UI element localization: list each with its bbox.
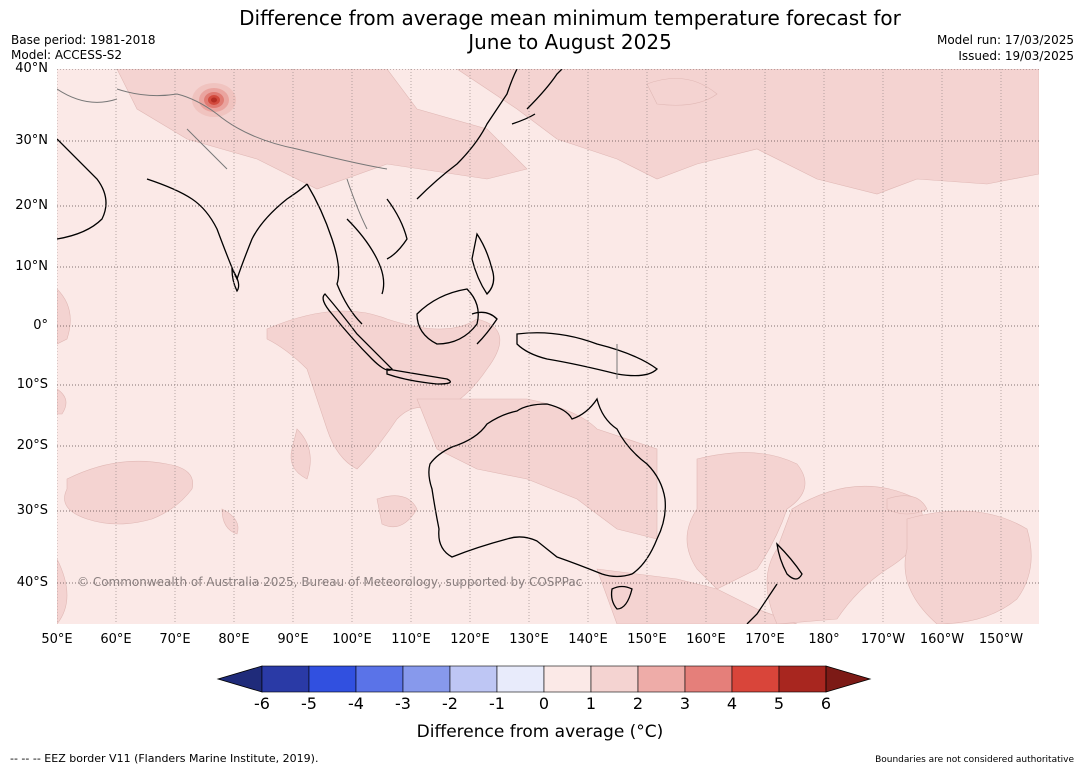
copyright-notice: © Commonwealth of Australia 2025, Bureau…	[77, 575, 583, 589]
longitude-label: 130°E	[509, 632, 549, 647]
longitude-label: 50°E	[41, 632, 73, 647]
colorbar-low-extend	[216, 665, 263, 693]
colorbar-segment	[543, 665, 592, 693]
longitude-label: 110°E	[391, 632, 431, 647]
colorbar-segment	[684, 665, 733, 693]
latitude-label: 10°S	[16, 377, 48, 392]
latitude-label: 20°S	[16, 438, 48, 453]
longitude-label: 60°E	[100, 632, 132, 647]
longitude-label: 70°E	[159, 632, 191, 647]
forecast-map	[56, 68, 1040, 625]
longitude-label: 160°E	[686, 632, 726, 647]
colorbar-tick-label: 5	[773, 694, 785, 713]
colorbar-segment	[308, 665, 357, 693]
longitude-label: 140°E	[568, 632, 608, 647]
latitude-label: 40°S	[16, 575, 48, 590]
longitude-label: 170°E	[745, 632, 785, 647]
colorbar-segment	[778, 665, 827, 693]
coastlines	[56, 68, 803, 625]
longitude-label: 150°E	[627, 632, 667, 647]
colorbar-tick-label: -1	[489, 694, 505, 713]
warm-anomaly-hotspot	[192, 83, 236, 117]
model-name: Model: ACCESS-S2	[11, 48, 123, 62]
colorbar-tick-label: 2	[632, 694, 644, 713]
model-run: Model run: 17/03/2025	[936, 33, 1074, 47]
colorbar-segment	[590, 665, 639, 693]
longitude-label: 120°E	[450, 632, 490, 647]
latitude-label: 30°S	[16, 503, 48, 518]
colorbar-tick-label: 3	[679, 694, 691, 713]
colorbar-segment	[496, 665, 545, 693]
title-line-1: Difference from average mean minimum tem…	[239, 6, 901, 30]
latitude-label: 40°N	[15, 61, 48, 76]
longitude-label: 160°W	[919, 632, 965, 647]
colorbar-high-extend	[825, 665, 872, 693]
base-period: Base period: 1981-2018	[11, 33, 156, 47]
colorbar-tick-label: -2	[442, 694, 458, 713]
colorbar-tick-label: -5	[301, 694, 317, 713]
colorbar-segment	[402, 665, 451, 693]
colorbar-tick-label: -6	[254, 694, 270, 713]
colorbar-tick-label: 1	[585, 694, 597, 713]
issued-date: Issued: 19/03/2025	[958, 49, 1074, 63]
latitude-label: 20°N	[15, 198, 48, 213]
map-canvas	[56, 68, 1040, 625]
longitude-label: 100°E	[332, 632, 372, 647]
colorbar-tick-label: 0	[538, 694, 550, 713]
longitude-label: 180°	[808, 632, 840, 647]
colorbar-tick-label: -4	[348, 694, 364, 713]
colorbar-tick-label: 4	[726, 694, 738, 713]
colorbar-segment	[637, 665, 686, 693]
longitude-label: 150°W	[978, 632, 1024, 647]
latitude-label: 10°N	[15, 259, 48, 274]
colorbar-tick-label: 6	[820, 694, 832, 713]
colorbar-segment	[449, 665, 498, 693]
colorbar-title: Difference from average (°C)	[416, 722, 664, 742]
colorbar-segment	[261, 665, 310, 693]
longitude-label: 170°W	[860, 632, 906, 647]
colorbar-segment	[731, 665, 780, 693]
title-line-2: June to August 2025	[468, 30, 672, 54]
colorbar-segment	[355, 665, 404, 693]
eez-legend-note: -- -- -- EEZ border V11 (Flanders Marine…	[10, 752, 319, 765]
boundaries-disclaimer: Boundaries are not considered authoritat…	[875, 755, 1074, 765]
colorbar	[216, 665, 872, 693]
country-borders	[56, 88, 618, 379]
latitude-label: 0°	[33, 318, 48, 333]
longitude-label: 90°E	[277, 632, 309, 647]
colorbar-tick-label: -3	[395, 694, 411, 713]
graticule	[56, 68, 1039, 624]
longitude-label: 80°E	[218, 632, 250, 647]
latitude-label: 30°N	[15, 133, 48, 148]
